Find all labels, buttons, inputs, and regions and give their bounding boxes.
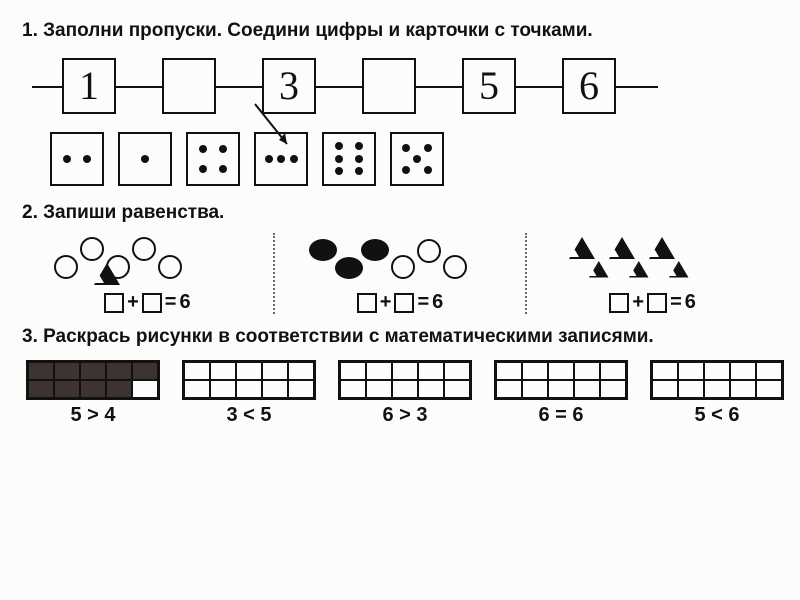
grid-cell[interactable] <box>756 362 782 380</box>
blank-box[interactable] <box>609 293 629 313</box>
equation-3: + = 6 <box>541 291 764 314</box>
grid-cell[interactable] <box>392 362 418 380</box>
grid-block: 3 < 5 <box>182 360 316 427</box>
coloring-grid[interactable] <box>26 360 160 400</box>
grid-cell[interactable] <box>496 380 522 398</box>
dice-card-3[interactable] <box>254 132 308 186</box>
grid-cell[interactable] <box>548 362 574 380</box>
grid-cell[interactable] <box>262 362 288 380</box>
blank-box[interactable] <box>394 293 414 313</box>
group-3-shapes <box>541 233 764 287</box>
grid-cell[interactable] <box>730 362 756 380</box>
group-2-shapes <box>289 233 512 287</box>
grid-cell[interactable] <box>366 380 392 398</box>
blank-box[interactable] <box>104 293 124 313</box>
grid-cell[interactable] <box>548 380 574 398</box>
number-box-filled: 1 <box>62 58 116 114</box>
grid-cell[interactable] <box>54 362 80 380</box>
blank-box[interactable] <box>142 293 162 313</box>
grid-block: 6 > 3 <box>338 360 472 427</box>
dice-card-4[interactable] <box>186 132 240 186</box>
coloring-grid[interactable] <box>650 360 784 400</box>
grid-cell[interactable] <box>756 380 782 398</box>
grid-cell[interactable] <box>418 380 444 398</box>
coloring-grid[interactable] <box>338 360 472 400</box>
grid-cell[interactable] <box>132 362 158 380</box>
dice-card-1[interactable] <box>118 132 172 186</box>
grid-cell[interactable] <box>236 380 262 398</box>
number-box-empty[interactable] <box>162 58 216 114</box>
coloring-grid[interactable] <box>182 360 316 400</box>
grid-cell[interactable] <box>496 362 522 380</box>
grid-label: 6 > 3 <box>382 404 427 427</box>
grid-cell[interactable] <box>262 380 288 398</box>
grid-cell[interactable] <box>392 380 418 398</box>
grid-cell[interactable] <box>652 380 678 398</box>
dice-card-2[interactable] <box>50 132 104 186</box>
grid-cell[interactable] <box>28 362 54 380</box>
grid-cell[interactable] <box>704 362 730 380</box>
grid-cell[interactable] <box>106 380 132 398</box>
grid-cell[interactable] <box>340 380 366 398</box>
grid-block: 6 = 6 <box>494 360 628 427</box>
grid-cell[interactable] <box>704 380 730 398</box>
dice-card-6[interactable] <box>322 132 376 186</box>
grid-label: 6 = 6 <box>538 404 583 427</box>
grid-cell[interactable] <box>678 362 704 380</box>
equation-2: + = 6 <box>289 291 512 314</box>
group-1-shapes <box>36 233 259 287</box>
grid-cell[interactable] <box>80 362 106 380</box>
grid-cell[interactable] <box>236 362 262 380</box>
grid-cell[interactable] <box>28 380 54 398</box>
number-box-filled: 5 <box>462 58 516 114</box>
grid-cell[interactable] <box>444 362 470 380</box>
grid-cell[interactable] <box>730 380 756 398</box>
grid-cell[interactable] <box>80 380 106 398</box>
blank-box[interactable] <box>357 293 377 313</box>
grid-cell[interactable] <box>444 380 470 398</box>
grid-cell[interactable] <box>522 380 548 398</box>
grid-cell[interactable] <box>600 362 626 380</box>
grids-row: 5 > 4 3 < 5 6 > 3 6 = 6 5 < 6 <box>22 360 778 427</box>
grid-cell[interactable] <box>132 380 158 398</box>
grid-cell[interactable] <box>210 362 236 380</box>
number-box-filled: 3 <box>262 58 316 114</box>
task2-groups: + = 6 + = 6 <box>22 233 778 314</box>
number-box-empty[interactable] <box>362 58 416 114</box>
grid-cell[interactable] <box>652 362 678 380</box>
grid-cell[interactable] <box>54 380 80 398</box>
number-box-filled: 6 <box>562 58 616 114</box>
number-line: 1 3 56 <box>32 52 778 122</box>
task1-title: 1. Заполни пропуски. Соедини цифры и кар… <box>22 18 778 44</box>
grid-cell[interactable] <box>418 362 444 380</box>
grid-label: 5 < 6 <box>694 404 739 427</box>
group-2: + = 6 <box>275 233 528 314</box>
grid-cell[interactable] <box>106 362 132 380</box>
grid-label: 3 < 5 <box>226 404 271 427</box>
grid-cell[interactable] <box>184 380 210 398</box>
grid-cell[interactable] <box>600 380 626 398</box>
grid-cell[interactable] <box>184 362 210 380</box>
task2-title: 2. Запиши равенства. <box>22 200 778 226</box>
grid-cell[interactable] <box>574 362 600 380</box>
grid-cell[interactable] <box>678 380 704 398</box>
dice-row <box>50 132 778 186</box>
blank-box[interactable] <box>647 293 667 313</box>
task3-title: 3. Раскрась рисунки в соответствии с мат… <box>22 324 778 350</box>
grid-cell[interactable] <box>574 380 600 398</box>
grid-cell[interactable] <box>522 362 548 380</box>
grid-cell[interactable] <box>366 362 392 380</box>
group-3: + = 6 <box>527 233 778 314</box>
grid-block: 5 < 6 <box>650 360 784 427</box>
coloring-grid[interactable] <box>494 360 628 400</box>
group-1: + = 6 <box>22 233 275 314</box>
grid-cell[interactable] <box>210 380 236 398</box>
grid-block: 5 > 4 <box>26 360 160 427</box>
equation-1: + = 6 <box>36 291 259 314</box>
dice-card-5[interactable] <box>390 132 444 186</box>
grid-cell[interactable] <box>340 362 366 380</box>
grid-cell[interactable] <box>288 362 314 380</box>
grid-cell[interactable] <box>288 380 314 398</box>
grid-label: 5 > 4 <box>70 404 115 427</box>
